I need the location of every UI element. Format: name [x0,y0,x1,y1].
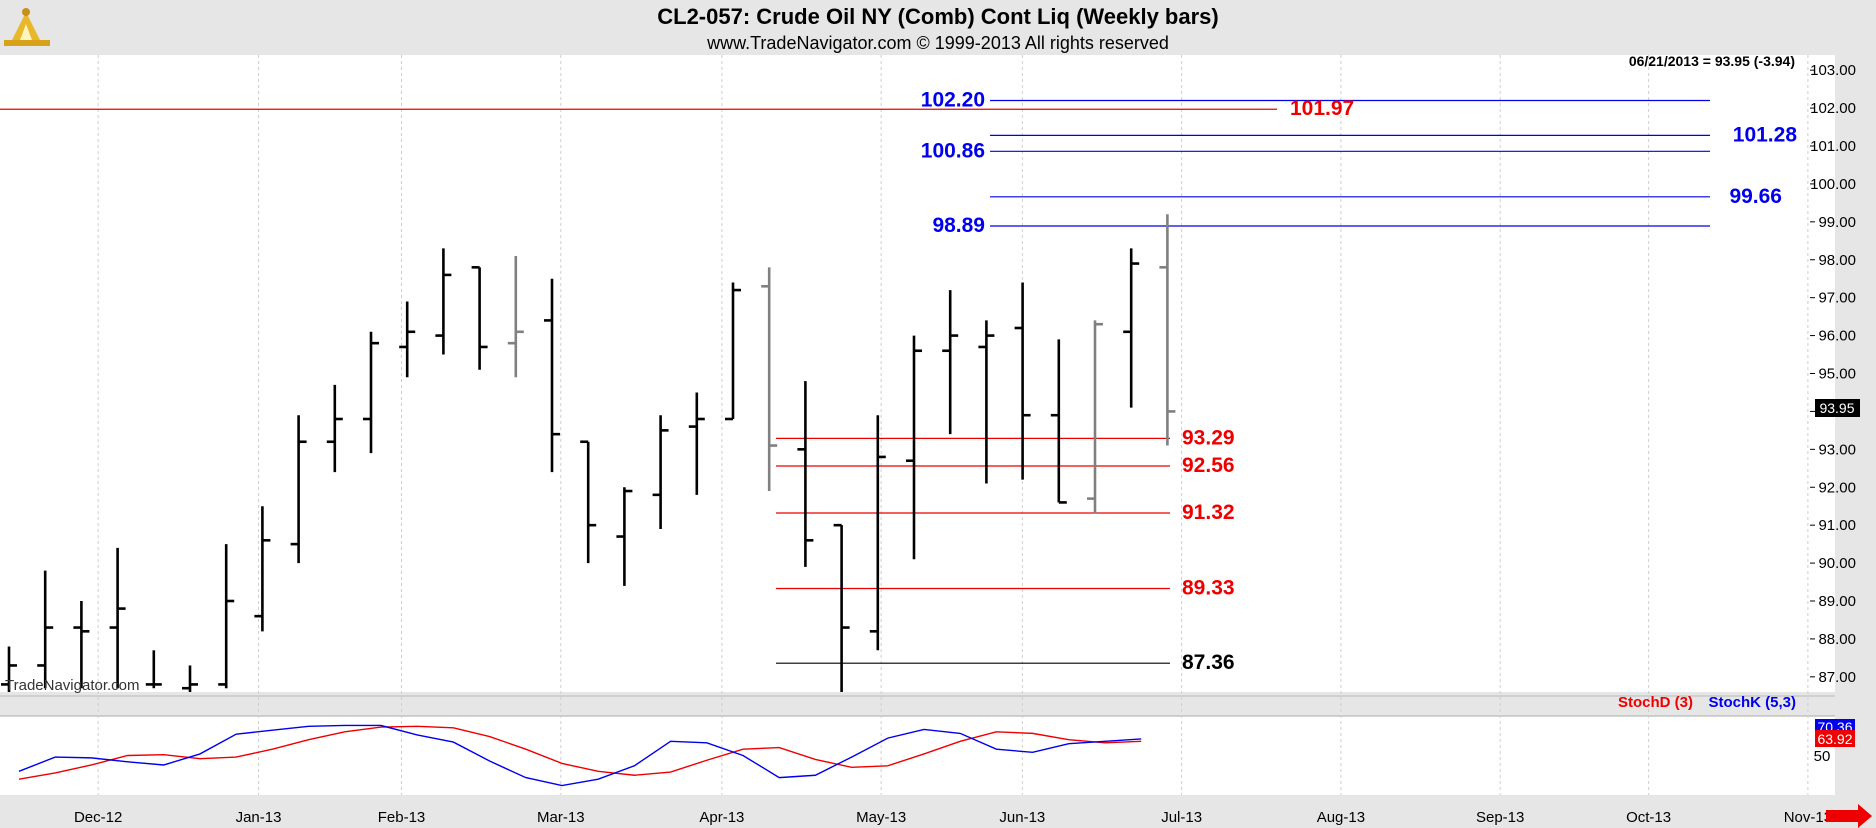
y-tick-89.00: 89.00 [1818,593,1856,610]
stochastic-lines [18,724,1142,787]
y-tick-96.00: 96.00 [1818,328,1856,345]
ohlc-bar-17 [616,487,633,586]
ohlc-bar-27 [978,320,995,484]
stoch-axis-tick-50: 50 [1814,748,1831,765]
x-tick-sep-13: Sep-13 [1476,809,1524,826]
level-label-101.97: 101.97 [1290,97,1354,120]
y-tick-88.00: 88.00 [1818,631,1856,648]
watermark: TradeNavigator.com [5,677,140,694]
ohlc-bar-23 [833,523,850,692]
stoch-k-legend: StochK (5,3) [1708,694,1796,711]
level-label-101.28: 101.28 [1733,123,1798,146]
price-bars [1,214,1176,692]
y-tick-101.00: 101.00 [1810,138,1856,155]
ohlc-bar-21 [761,267,778,492]
level-label-99.66: 99.66 [1729,185,1782,208]
ohlc-bar-5 [182,665,198,692]
last-price-tag-label: 93.95 [1819,400,1854,416]
ohlc-bar-18 [652,415,669,529]
y-tick-102.00: 102.00 [1810,100,1856,117]
x-tick-jun-13: Jun-13 [999,809,1045,826]
stoch-k-line [18,724,1142,787]
ohlc-bar-16 [580,440,597,564]
price-axis: 87.0088.0089.0090.0091.0092.0093.0094.00… [1810,62,1856,686]
ohlc-bar-8 [290,415,307,564]
level-label-93.29: 93.29 [1182,426,1235,449]
level-label-92.56: 92.56 [1182,454,1235,477]
stoch-d-last-value: 63.92 [1817,731,1852,747]
ohlc-bar-11 [399,301,416,378]
price-levels: 102.20 101.28 100.86 99.66 98.89 101.97 93.29 9… [0,89,1798,674]
y-tick-99.00: 99.00 [1818,214,1856,231]
y-tick-92.00: 92.00 [1818,479,1856,496]
ohlc-bar-0 [1,646,17,692]
ohlc-bar-25 [906,335,922,560]
scroll-right-arrow-icon[interactable] [1826,804,1872,828]
x-tick-oct-13: Oct-13 [1626,809,1671,826]
ohlc-bar-10 [363,331,379,454]
ohlc-bar-9 [326,384,343,473]
ohlc-bar-30 [1087,320,1103,514]
y-tick-97.00: 97.00 [1818,290,1856,307]
x-tick-nov-13: Nov-13 [1784,809,1832,826]
chart-subtitle: www.TradeNavigator.com © 1999-2013 All r… [706,33,1169,53]
ohlc-bar-14 [507,255,524,378]
x-tick-aug-13: Aug-13 [1317,809,1365,826]
x-tick-jan-13: Jan-13 [236,809,282,826]
ohlc-bar-19 [688,392,705,495]
ohlc-bar-20 [725,282,741,421]
last-price-tag [1815,399,1860,417]
y-tick-91.00: 91.00 [1818,517,1856,534]
chart-title: CL2-057: Crude Oil NY (Comb) Cont Liq (W… [657,4,1218,29]
ohlc-bar-26 [942,290,959,435]
y-tick-98.00: 98.00 [1818,252,1856,269]
y-tick-90.00: 90.00 [1818,555,1856,572]
main-panel [0,55,1835,692]
level-label-100.86: 100.86 [921,139,985,162]
ohlc-bar-29 [1050,339,1067,504]
x-tick-feb-13: Feb-13 [378,809,426,826]
x-tick-mar-13: Mar-13 [537,809,585,826]
ohlc-bar-4 [145,650,162,689]
ohlc-bar-2 [73,601,90,689]
x-tick-jul-13: Jul-13 [1161,809,1202,826]
time-axis: Dec-12 Jan-13 Feb-13 Mar-13 Apr-13 May-13 Jun-… [74,809,1832,826]
stoch-d-legend: StochD (3) [1618,694,1693,711]
ohlc-bar-13 [471,266,488,370]
y-tick-87.00: 87.00 [1818,669,1856,686]
ohlc-bar-32 [1159,214,1176,446]
x-tick-apr-13: Apr-13 [699,809,744,826]
y-tick-103.00: 103.00 [1810,62,1856,79]
ohlc-bar-12 [435,248,452,355]
level-label-91.32: 91.32 [1182,501,1235,524]
ohlc-bar-3 [109,547,126,689]
level-label-89.33: 89.33 [1182,576,1235,599]
stoch-d-last-tag [1815,730,1855,747]
ohlc-bar-15 [544,278,560,473]
logo-icon [4,8,50,46]
ohlc-bar-1 [37,570,54,689]
ohlc-bar-7 [254,506,271,632]
ohlc-bar-22 [797,381,814,567]
ohlc-bar-24 [869,415,886,651]
stoch-d-line [18,725,1142,780]
y-tick-100.00: 100.00 [1810,176,1856,193]
x-tick-may-13: May-13 [856,809,906,826]
ohlc-bar-28 [1014,282,1031,480]
ohlc-bar-31 [1123,248,1140,408]
y-tick-95.00: 95.00 [1818,366,1856,383]
y-tick-93.00: 93.00 [1818,441,1856,458]
level-label-102.20: 102.20 [921,89,985,112]
level-label-98.89: 98.89 [932,214,985,237]
last-price-info: 06/21/2013 = 93.95 (-3.94) [1629,53,1795,69]
ohlc-bar-6 [218,544,235,689]
x-tick-dec-12: Dec-12 [74,809,122,826]
level-label-87.36: 87.36 [1182,651,1235,674]
